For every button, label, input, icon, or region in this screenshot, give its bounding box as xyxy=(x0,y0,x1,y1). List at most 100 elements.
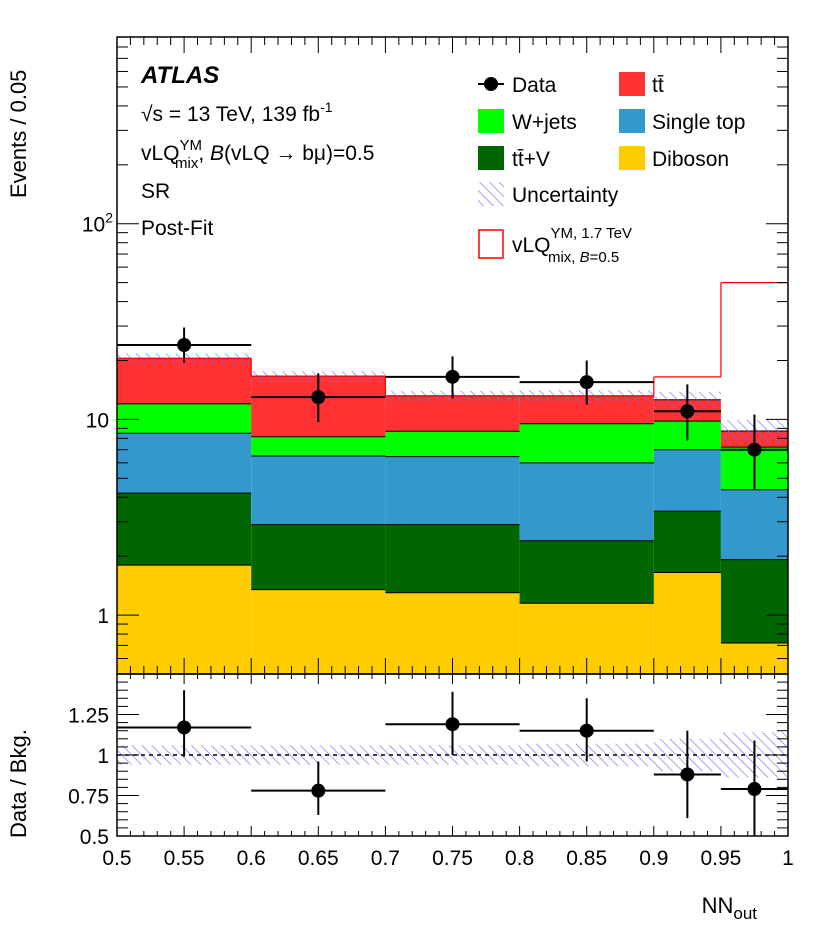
x-tick-label-1: 0.55 xyxy=(164,847,205,870)
model-sep: , xyxy=(198,142,210,165)
region-label: SR xyxy=(141,180,170,203)
bar-singletop-2 xyxy=(385,456,520,525)
x-tick-label-8: 0.9 xyxy=(639,847,668,870)
sqrt-s: √s xyxy=(141,103,163,126)
data-point-3 xyxy=(579,375,594,390)
y-axis-label: Events / 0.05 xyxy=(6,70,31,198)
ratio-tick-label-0: 0.5 xyxy=(80,826,109,849)
y-tick-label-1: 10 xyxy=(86,409,109,432)
x-tick-label-5: 0.75 xyxy=(432,847,473,870)
atlas-label: ATLAS xyxy=(140,62,219,89)
model-sup: YM xyxy=(180,137,203,154)
legend-wjets-swatch xyxy=(478,109,504,133)
x-axis-label-sub: out xyxy=(733,904,757,923)
ratio-point-3 xyxy=(579,723,594,738)
legend-ttv-label: tt̄+V xyxy=(512,148,550,171)
model-sub: mix xyxy=(175,155,199,172)
bar-ttv-4 xyxy=(653,511,721,573)
model-decay: (vLQ → bμ)=0.5 xyxy=(224,142,374,165)
ratio-point-4 xyxy=(680,767,695,782)
legend-signal-label: vLQYM, 1.7 TeV mix, B=0.5 xyxy=(512,225,632,266)
x-axis-label-main: NN xyxy=(702,893,734,918)
legend-uncertainty: Uncertainty xyxy=(478,182,619,207)
fit-label: Post-Fit xyxy=(141,217,214,240)
bar-singletop-4 xyxy=(653,449,721,512)
legend-ttv: tt̄+V xyxy=(478,146,550,171)
legend-diboson-swatch xyxy=(619,146,645,170)
legend-data-label: Data xyxy=(512,74,557,97)
legend-uncertainty-label: Uncertainty xyxy=(512,184,619,207)
axes: 0.5 0.55 0.6 0.65 0.7 0.75 0.8 0.85 0.9 0.95 11101… xyxy=(68,36,794,870)
y-tick-label-2: 102 xyxy=(82,210,113,237)
ratio-point-2 xyxy=(445,717,460,732)
lumi-exponent: -1 xyxy=(320,99,333,115)
ratio-plot-area xyxy=(117,690,788,836)
data-point-5 xyxy=(747,442,762,457)
x-tick-label-9: 0.95 xyxy=(700,847,741,870)
x-tick-label-4: 0.7 xyxy=(371,847,400,870)
legend-data: Data xyxy=(478,74,557,97)
legend-signal-sub-tail: =0.5 xyxy=(590,249,620,266)
x-tick-label-7: 0.85 xyxy=(566,847,607,870)
ratio-tick-label-1: 0.75 xyxy=(68,786,109,809)
bar-diboson-5 xyxy=(720,643,788,674)
data-point-1 xyxy=(311,390,326,405)
bar-ttv-1 xyxy=(251,524,386,590)
ratio-point-5 xyxy=(747,782,762,797)
legend-singletop-swatch xyxy=(619,109,645,133)
legend-wjets-label: W+jets xyxy=(512,111,577,134)
data-point-4 xyxy=(680,404,695,419)
x-axis-label: NNout xyxy=(702,893,758,923)
bar-diboson-4 xyxy=(653,572,721,674)
legend-singletop-label: Single top xyxy=(652,111,745,134)
legend-ttbar-swatch xyxy=(619,72,645,96)
legend-signal-swatch xyxy=(478,229,504,259)
legend-signal: vLQYM, 1.7 TeV mix, B=0.5 xyxy=(478,225,632,266)
ratio-y-axis-label: Data / Bkg. xyxy=(6,729,31,838)
legend-ttbar: tt̄ xyxy=(619,72,664,97)
bar-wjets-3 xyxy=(519,423,654,463)
bar-singletop-1 xyxy=(251,456,386,525)
bar-ttv-3 xyxy=(519,540,654,604)
ratio-tick-label-2: 1 xyxy=(97,745,109,768)
legend-signal-main: vLQ xyxy=(512,234,551,257)
model-label: vLQYM mix, B(vLQ → bμ)=0.5 xyxy=(141,137,374,172)
legend-signal-sub: mix, xyxy=(548,249,580,266)
ratio-point-1 xyxy=(311,783,326,798)
y-tick-label-0: 1 xyxy=(97,605,109,628)
legend-diboson: Diboson xyxy=(619,146,729,171)
y-tick-label-exp-2: 2 xyxy=(105,210,113,226)
bar-wjets-2 xyxy=(385,431,520,457)
bar-singletop-0 xyxy=(117,433,252,494)
data-point-0 xyxy=(177,338,192,353)
legend-wjets: W+jets xyxy=(478,109,577,134)
legend-ttbar-label: tt̄ xyxy=(652,74,664,97)
x-tick-label-3: 0.65 xyxy=(298,847,339,870)
bar-ttbar-2 xyxy=(385,395,520,432)
legend-ttv-swatch xyxy=(478,146,504,170)
legend-signal-b: B xyxy=(580,249,590,266)
model-b: B xyxy=(210,142,224,165)
main-plot-area xyxy=(117,282,788,674)
x-tick-label-0: 0.5 xyxy=(102,847,131,870)
x-tick-label-6: 0.8 xyxy=(505,847,534,870)
bar-diboson-0 xyxy=(117,565,252,674)
legend-signal-sup: YM, 1.7 TeV xyxy=(551,225,632,242)
bar-ttv-5 xyxy=(720,559,788,644)
bar-ttv-2 xyxy=(385,524,520,593)
legend-uncertainty-swatch xyxy=(478,182,504,206)
legend-singletop: Single top xyxy=(619,109,745,134)
y-tick-label-base-2: 10 xyxy=(82,214,105,237)
bar-wjets-1 xyxy=(251,436,386,457)
bar-singletop-3 xyxy=(519,462,654,541)
legend: Data tt̄ W+jets Single top tt̄+V Diboson… xyxy=(478,72,745,266)
energy-text: = 13 TeV, 139 fb xyxy=(163,103,320,126)
bar-ttv-0 xyxy=(117,493,252,566)
ratio-tick-label-3: 1.25 xyxy=(68,705,109,728)
x-tick-label-2: 0.6 xyxy=(237,847,266,870)
data-point-2 xyxy=(445,369,460,384)
bar-wjets-0 xyxy=(117,403,252,434)
bar-ttbar-0 xyxy=(117,358,252,404)
legend-diboson-label: Diboson xyxy=(652,148,729,171)
